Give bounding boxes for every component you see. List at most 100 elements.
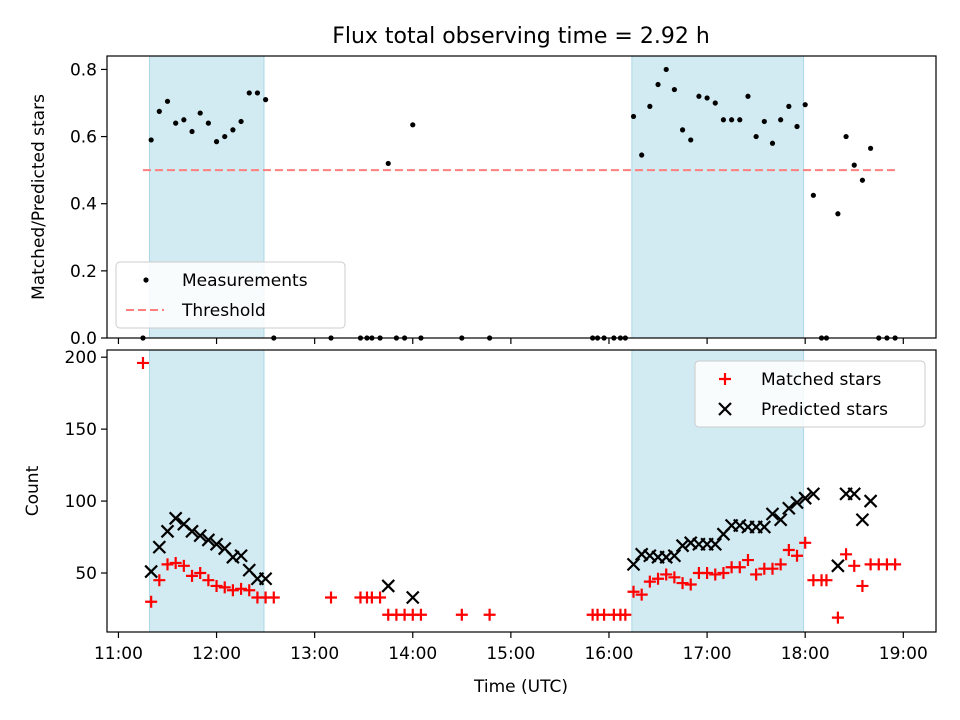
predicted-star-point [806,487,821,501]
measurement-point [720,117,727,123]
measurement-point [647,103,653,109]
matched-star-point [766,562,779,575]
x-tick-label: 19:00 [879,644,928,664]
observing-span [631,55,805,339]
measurement-point [835,211,841,217]
matched-star-point [186,569,199,582]
count-panel: 50 100 150 200 11:00 12:00 13:00 14:00 15:00 16:0… [23,348,937,664]
measurement-point [745,93,751,99]
matched-star-point [660,568,673,581]
measurement-point [843,133,849,140]
y-tick-label: 0.6 [70,128,97,148]
measurement-point [688,137,694,143]
predicted-star-point [855,512,870,527]
predicted-star-point [160,524,175,539]
predicted-star-point [667,548,682,563]
x-tick-label: 17:00 [683,644,732,664]
matched-star-point [848,559,861,572]
measurement-point [769,140,776,146]
measurement-point [737,117,743,123]
measurement-point [410,122,416,128]
predicted-star-point [675,538,690,553]
x-axis-label: Time (UTC) [473,677,568,697]
matched-star-point [676,577,689,590]
measurement-point [263,97,269,103]
matched-star-point [210,579,223,592]
measurement-point [704,95,710,101]
predicted-star-point [708,537,723,552]
measurement-point [679,127,686,133]
predicted-star-point [765,507,780,521]
predicted-star-point [234,548,248,563]
measurement-point [786,103,792,109]
measurement-point [246,90,252,96]
measurement-point [222,133,228,140]
predicted-star-point [790,495,804,510]
y-tick-label: 0.4 [70,195,97,215]
measurement-point [802,102,808,108]
matched-star-point [177,559,190,572]
predicted-star-point [144,564,158,579]
predicted-star-point [626,557,641,572]
legend: Matched stars Predicted stars [694,360,926,428]
legend-label: Measurements [182,271,308,291]
measurement-point [213,139,220,145]
matched-star-point [374,591,387,604]
measurement-point [181,117,187,123]
matched-star-point [831,611,844,624]
legend-x-swatch [718,402,732,416]
measurement-point [385,160,391,167]
predicted-star-point [773,512,788,527]
predicted-star-point [782,501,796,516]
x-tick-label: 18:00 [781,644,830,664]
x-tick-label: 15:00 [486,644,535,664]
plot-frame [106,55,937,339]
matched-star-point [709,568,722,581]
x-tick-label: 12:00 [192,644,241,664]
predicted-star-point [831,559,845,573]
predicted-star-point [185,524,199,539]
predicted-star-point [863,494,878,508]
matched-star-point [840,548,853,561]
matched-star-point [414,608,427,621]
measurement-point [761,118,767,125]
matched-star-point [643,575,656,588]
measurement-point [148,137,154,143]
y-tick-label: 100 [65,492,97,512]
matched-star-point [145,595,158,608]
legend-label: Threshold [181,301,266,321]
matched-star-point [161,558,174,571]
predicted-star-point [798,491,812,505]
matched-star-point [483,608,496,621]
legend-plus-swatch [719,373,731,385]
predicted-star-point [847,487,862,501]
matched-star-point [856,579,869,592]
measurement-point [230,127,236,133]
legend-label: Matched stars [761,370,881,390]
measurement-point [696,93,702,99]
matched-star-point [820,574,833,587]
x-tick-label: 16:00 [584,644,633,664]
matched-star-point [635,588,648,601]
predicted-star-point [193,528,207,543]
matched-star-point [325,591,338,604]
y-axis-label: Matched/Predicted stars [29,94,49,300]
matched-star-point [701,567,714,580]
y-tick-label: 0.2 [70,262,97,282]
measurement-point [655,81,661,88]
matched-star-point [750,568,763,581]
y-tick-label: 0.0 [70,329,97,349]
matched-star-point [889,558,902,571]
y-tick-label: 200 [65,348,97,368]
x-tick-label: 13:00 [290,644,339,664]
matched-star-point [194,567,207,580]
matched-star-point [684,578,697,591]
observing-span [149,349,265,633]
legend-dot-swatch [143,277,149,283]
measurement-point [867,145,874,151]
matched-star-point [782,543,795,556]
measurement-point [729,117,735,123]
measurement-point [156,108,162,114]
matched-star-point [741,554,754,567]
